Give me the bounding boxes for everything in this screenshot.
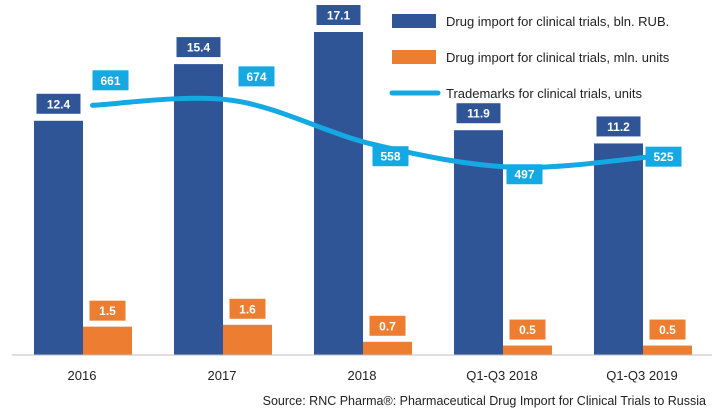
x-tick-label: 2017 [208, 368, 237, 383]
data-label-mln-units-bg [89, 300, 126, 321]
data-label-bln-rub-bg [596, 116, 641, 137]
legend-label-trademarks: Trademarks for clinical trials, units [446, 86, 643, 101]
bar-mln-units [503, 345, 552, 355]
data-label-trademarks-text: 674 [246, 70, 266, 84]
data-label-mln-units-bg [509, 319, 546, 340]
data-label-bln-rub: 11.9 [456, 103, 501, 124]
x-tick-label: Q1-Q3 2019 [606, 368, 678, 383]
legend-swatch-mln-units [392, 50, 436, 64]
data-label-mln-units-text: 0.5 [519, 323, 536, 337]
data-label-bln-rub: 11.2 [596, 116, 641, 137]
data-label-bln-rub-bg [456, 103, 501, 124]
bar-bln-rub [174, 64, 223, 355]
data-label-mln-units-text: 1.5 [99, 304, 116, 318]
data-label-trademarks-bg [238, 66, 275, 87]
data-label-trademarks: 558 [372, 146, 409, 167]
data-label-mln-units-bg [369, 315, 406, 336]
data-label-trademarks-text: 525 [653, 150, 673, 164]
data-label-trademarks-bg [506, 164, 543, 185]
data-label-mln-units-text: 1.6 [239, 302, 256, 316]
bar-bln-rub [34, 120, 83, 356]
legend-label-bln-rub: Drug import for clinical trials, bln. RU… [446, 14, 669, 29]
labels-layer: 12.4 1.5 15.4 1.6 17.1 0.7 11.9 0.5 11.2 0.5 661 67… [36, 5, 686, 340]
legend-label-mln-units: Drug import for clinical trials, mln. un… [446, 50, 670, 65]
x-tick-label: 2018 [348, 368, 377, 383]
bar-mln-units [643, 345, 692, 355]
data-label-mln-units-text: 0.5 [659, 323, 676, 337]
legend-swatch-bln-rub [392, 14, 436, 28]
data-label-mln-units: 0.5 [649, 319, 686, 340]
data-label-bln-rub-text: 17.1 [327, 9, 351, 23]
bar-bln-rub [594, 143, 643, 355]
bars-layer [34, 32, 692, 356]
data-label-mln-units: 0.5 [509, 319, 546, 340]
data-label-trademarks-bg [92, 70, 129, 91]
data-label-trademarks: 497 [506, 164, 543, 185]
data-label-trademarks: 661 [92, 70, 129, 91]
line-layer [90, 95, 655, 171]
data-label-mln-units-text: 0.7 [379, 319, 396, 333]
data-label-trademarks-text: 558 [380, 150, 400, 164]
line-trademarks [90, 95, 655, 171]
data-label-trademarks-text: 497 [514, 168, 534, 182]
data-label-trademarks-bg [645, 146, 682, 167]
data-label-bln-rub: 15.4 [176, 37, 221, 58]
data-label-mln-units: 0.7 [369, 315, 406, 336]
data-label-bln-rub-bg [316, 5, 361, 25]
bar-mln-units [363, 341, 412, 355]
data-label-bln-rub-bg [176, 37, 221, 58]
data-label-bln-rub: 12.4 [36, 93, 81, 114]
data-label-bln-rub-text: 11.9 [467, 107, 490, 121]
data-label-trademarks-text: 661 [100, 74, 120, 88]
data-label-mln-units-bg [649, 319, 686, 340]
data-label-mln-units: 1.5 [89, 300, 126, 321]
data-label-bln-rub-text: 12.4 [47, 97, 71, 111]
data-label-bln-rub-bg [36, 93, 81, 114]
data-label-bln-rub-text: 15.4 [187, 41, 211, 55]
data-label-trademarks: 674 [238, 66, 275, 87]
x-axis-ticks: 2016 2017 2018 Q1-Q3 2018 Q1-Q3 2019 [68, 368, 678, 383]
data-label-mln-units-bg [229, 298, 266, 319]
data-label-trademarks-bg [372, 146, 409, 167]
data-label-trademarks: 525 [645, 146, 682, 167]
bar-mln-units [83, 326, 132, 355]
bar-mln-units [223, 324, 272, 355]
x-tick-label: Q1-Q3 2018 [466, 368, 538, 383]
source-note: Source: RNC Pharma®: Pharmaceutical Drug… [262, 394, 706, 408]
data-label-bln-rub: 17.1 [316, 5, 361, 25]
data-label-bln-rub-text: 11.2 [607, 120, 630, 134]
legend: Drug import for clinical trials, bln. RU… [389, 14, 670, 101]
bar-bln-rub [314, 32, 363, 355]
x-tick-label: 2016 [68, 368, 97, 383]
data-label-mln-units: 1.6 [229, 298, 266, 319]
